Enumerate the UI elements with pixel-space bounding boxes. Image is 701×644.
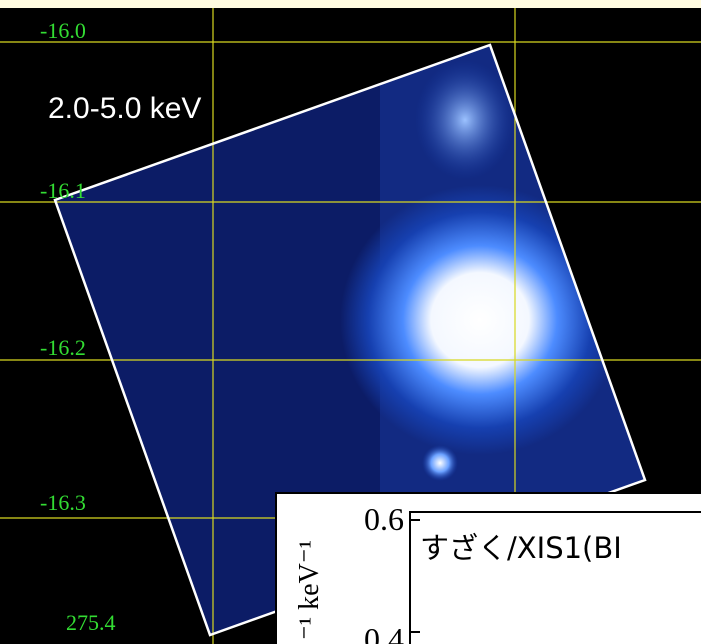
dec-label: -16.2 [40, 335, 86, 360]
spectrum-inset: 0.6 0.4 すざく/XIS1(BI ⁻¹ keV⁻¹ [276, 493, 701, 644]
y-tick-label: 0.4 [364, 621, 404, 644]
dec-label: -16.3 [40, 490, 86, 515]
energy-band: 2.0-5.0 keV [48, 92, 201, 125]
ra-label: 275.4 [66, 610, 116, 635]
dec-label: -16.1 [40, 178, 86, 203]
inset-title: すざく/XIS1(BI [420, 531, 622, 565]
slide: 2.0-5.0 keV -16.0 -16.1 -16.2 -16.3 275.… [0, 0, 701, 644]
y-axis-label: ⁻¹ keV⁻¹ [294, 540, 325, 640]
top-strip [0, 0, 701, 8]
y-tick-label: 0.6 [364, 501, 404, 537]
dec-label: -16.0 [40, 18, 86, 43]
